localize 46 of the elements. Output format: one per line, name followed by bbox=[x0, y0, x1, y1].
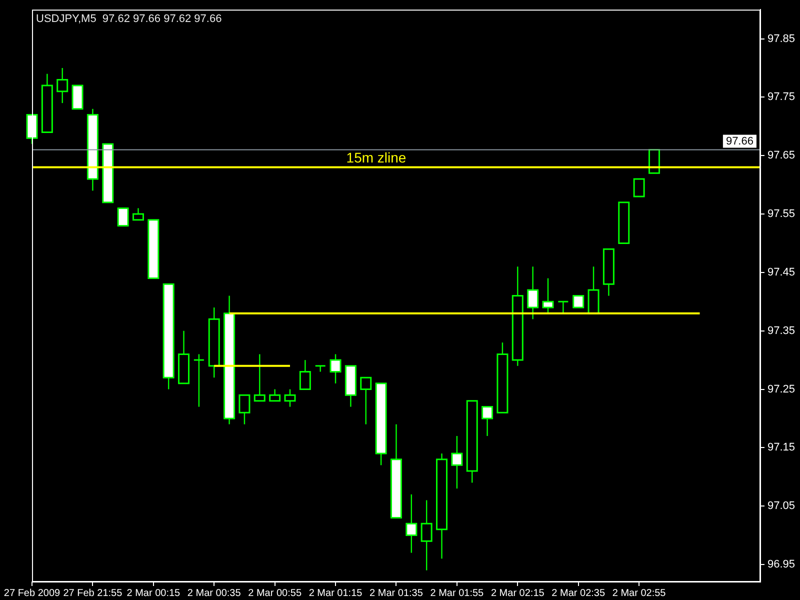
candlestick bbox=[269, 388, 281, 402]
y-tick-label: 97.65 bbox=[767, 150, 796, 162]
candlestick bbox=[238, 394, 250, 425]
candlestick bbox=[406, 494, 418, 554]
candlestick bbox=[72, 84, 84, 110]
candlestick bbox=[254, 354, 266, 402]
candlestick bbox=[193, 354, 205, 408]
y-tick-label: 97.55 bbox=[767, 208, 796, 220]
candlestick bbox=[572, 295, 584, 308]
y-tick-label: 97.35 bbox=[767, 324, 796, 337]
candlestick bbox=[633, 178, 645, 198]
candlestick bbox=[132, 208, 144, 221]
candlestick bbox=[557, 300, 569, 314]
candlestick bbox=[527, 266, 539, 320]
y-tick-label: 97.25 bbox=[767, 383, 796, 396]
candlestick bbox=[299, 359, 311, 390]
ref-line-label: 15m zline bbox=[346, 149, 406, 166]
candlestick bbox=[117, 207, 129, 226]
x-tick-label: 2 Mar 02:15 bbox=[490, 588, 545, 599]
x-tick-label: 2 Mar 00:35 bbox=[187, 588, 242, 599]
x-tick-label: 2 Mar 00:55 bbox=[248, 588, 302, 599]
y-tick-label: 97.85 bbox=[767, 32, 796, 45]
ref-line-label: 97.66 bbox=[726, 135, 754, 148]
x-tick-label: 2 Mar 00:15 bbox=[126, 588, 181, 599]
candlestick bbox=[284, 388, 296, 408]
y-tick-label: 97.15 bbox=[767, 442, 796, 454]
y-tick-label: 97.45 bbox=[767, 266, 796, 278]
y-tick-label: 97.05 bbox=[767, 500, 796, 512]
x-tick-label: 2 Mar 01:55 bbox=[430, 588, 484, 599]
chart-title: USDJPY,M5 97.62 97.66 97.62 97.66 bbox=[36, 13, 222, 26]
y-tick-label: 96.95 bbox=[767, 558, 796, 571]
candlestick bbox=[330, 354, 342, 384]
x-tick-label: 27 Feb 21:55 bbox=[63, 588, 123, 599]
candlestick bbox=[451, 435, 463, 490]
candlestick bbox=[420, 500, 432, 571]
candlestick bbox=[482, 406, 494, 437]
candlestick bbox=[56, 67, 68, 104]
x-tick-label: 2 Mar 01:15 bbox=[308, 588, 363, 599]
candlestick bbox=[360, 376, 372, 425]
x-tick-label: 2 Mar 02:35 bbox=[552, 588, 606, 599]
x-tick-label: 2 Mar 01:35 bbox=[370, 588, 424, 599]
candlestick bbox=[542, 278, 554, 314]
candlestick bbox=[588, 266, 600, 314]
x-tick-label: 27 Feb 2009 bbox=[4, 588, 61, 599]
y-tick-label: 97.75 bbox=[767, 91, 796, 104]
x-tick-label: 2 Mar 02:55 bbox=[612, 588, 666, 599]
